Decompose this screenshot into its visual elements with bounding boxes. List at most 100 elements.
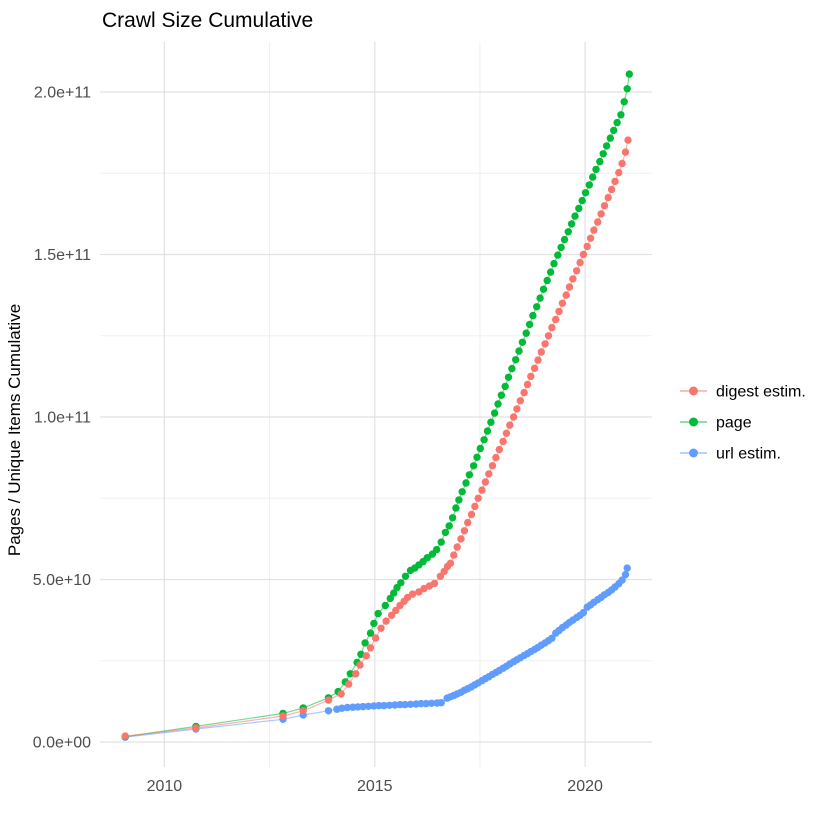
series-digest-estim- bbox=[121, 136, 632, 740]
data-point bbox=[522, 329, 530, 337]
data-point bbox=[509, 413, 518, 421]
data-point bbox=[279, 712, 287, 720]
data-point bbox=[554, 251, 562, 259]
data-point bbox=[558, 299, 567, 307]
data-point bbox=[481, 478, 490, 486]
data-point bbox=[592, 165, 600, 174]
data-point bbox=[550, 259, 558, 268]
data-point bbox=[564, 228, 572, 236]
data-point bbox=[450, 551, 458, 559]
data-point bbox=[445, 522, 453, 530]
data-point bbox=[446, 559, 455, 567]
data-point bbox=[552, 315, 560, 324]
data-point bbox=[462, 479, 470, 487]
data-point bbox=[385, 701, 394, 709]
data-point bbox=[548, 323, 556, 332]
data-point bbox=[371, 634, 380, 642]
data-point bbox=[557, 243, 565, 252]
data-point bbox=[370, 619, 378, 628]
y-tick-label: 0.0e+00 bbox=[33, 735, 91, 752]
series-page bbox=[121, 70, 633, 741]
data-point bbox=[539, 285, 548, 293]
data-point bbox=[457, 535, 465, 543]
data-point bbox=[590, 226, 598, 234]
data-point bbox=[536, 294, 544, 302]
axis-tick-labels: 2010 2015 2020 0.0e+00 5.0e+10 1.0e+11 1.5e+11… bbox=[33, 85, 603, 796]
data-point bbox=[523, 380, 532, 389]
series-line bbox=[125, 139, 629, 737]
data-point bbox=[366, 644, 375, 652]
data-point bbox=[610, 126, 618, 135]
data-point bbox=[377, 624, 385, 632]
legend-label: digest estim. bbox=[716, 384, 806, 401]
legend-label: url estim. bbox=[716, 446, 781, 463]
y-tick-label: 2.0e+11 bbox=[34, 85, 91, 102]
data-point bbox=[364, 702, 373, 710]
data-point bbox=[476, 444, 484, 453]
data-point bbox=[488, 462, 497, 470]
data-point bbox=[324, 696, 333, 704]
data-series-layer bbox=[121, 70, 633, 741]
data-point bbox=[346, 670, 354, 678]
data-point bbox=[546, 268, 555, 276]
data-point bbox=[623, 85, 631, 93]
data-point bbox=[437, 538, 445, 546]
data-point bbox=[575, 204, 583, 213]
data-point bbox=[518, 338, 527, 346]
chart-title: Crawl Size Cumulative bbox=[102, 9, 313, 32]
data-point bbox=[602, 142, 611, 150]
data-point bbox=[458, 488, 466, 496]
data-point bbox=[502, 429, 511, 437]
data-point bbox=[471, 502, 479, 511]
data-point bbox=[467, 510, 476, 519]
data-point bbox=[480, 436, 488, 444]
data-point bbox=[299, 707, 307, 715]
data-point bbox=[548, 634, 556, 642]
data-point bbox=[615, 168, 623, 177]
data-point bbox=[516, 397, 524, 405]
data-point bbox=[422, 699, 430, 708]
series-line bbox=[125, 567, 628, 738]
x-tick-label: 2015 bbox=[357, 778, 393, 795]
legend-item-digest-estim-: digest estim. bbox=[680, 384, 806, 401]
data-point bbox=[464, 518, 472, 527]
data-point bbox=[487, 418, 495, 426]
data-point bbox=[460, 527, 469, 535]
data-point bbox=[485, 470, 493, 478]
data-point bbox=[515, 347, 523, 355]
data-point bbox=[527, 372, 535, 381]
data-point bbox=[448, 514, 457, 522]
data-point bbox=[324, 707, 333, 715]
data-point bbox=[478, 486, 486, 494]
data-point bbox=[474, 494, 482, 502]
data-point bbox=[537, 348, 545, 356]
data-point bbox=[611, 177, 619, 186]
data-point bbox=[490, 409, 499, 417]
data-point bbox=[417, 699, 425, 708]
data-point bbox=[375, 701, 383, 710]
data-point bbox=[362, 652, 370, 660]
data-point bbox=[571, 212, 579, 220]
data-point bbox=[392, 606, 400, 615]
data-point bbox=[359, 702, 367, 711]
data-point bbox=[513, 405, 521, 413]
data-point bbox=[512, 356, 520, 364]
data-point bbox=[579, 250, 588, 259]
data-point bbox=[406, 700, 415, 708]
data-point bbox=[441, 528, 450, 537]
x-tick-label: 2010 bbox=[147, 778, 183, 795]
data-point bbox=[121, 732, 129, 740]
data-point bbox=[579, 608, 588, 617]
data-point bbox=[625, 70, 633, 78]
data-point bbox=[473, 453, 481, 461]
series-line bbox=[125, 74, 630, 738]
data-point bbox=[576, 258, 584, 267]
major-gridlines bbox=[100, 42, 652, 767]
data-point bbox=[618, 159, 626, 168]
data-point bbox=[581, 189, 590, 197]
data-point bbox=[618, 576, 626, 584]
legend-label: page bbox=[716, 415, 752, 432]
y-tick-label: 1.0e+11 bbox=[34, 410, 91, 427]
